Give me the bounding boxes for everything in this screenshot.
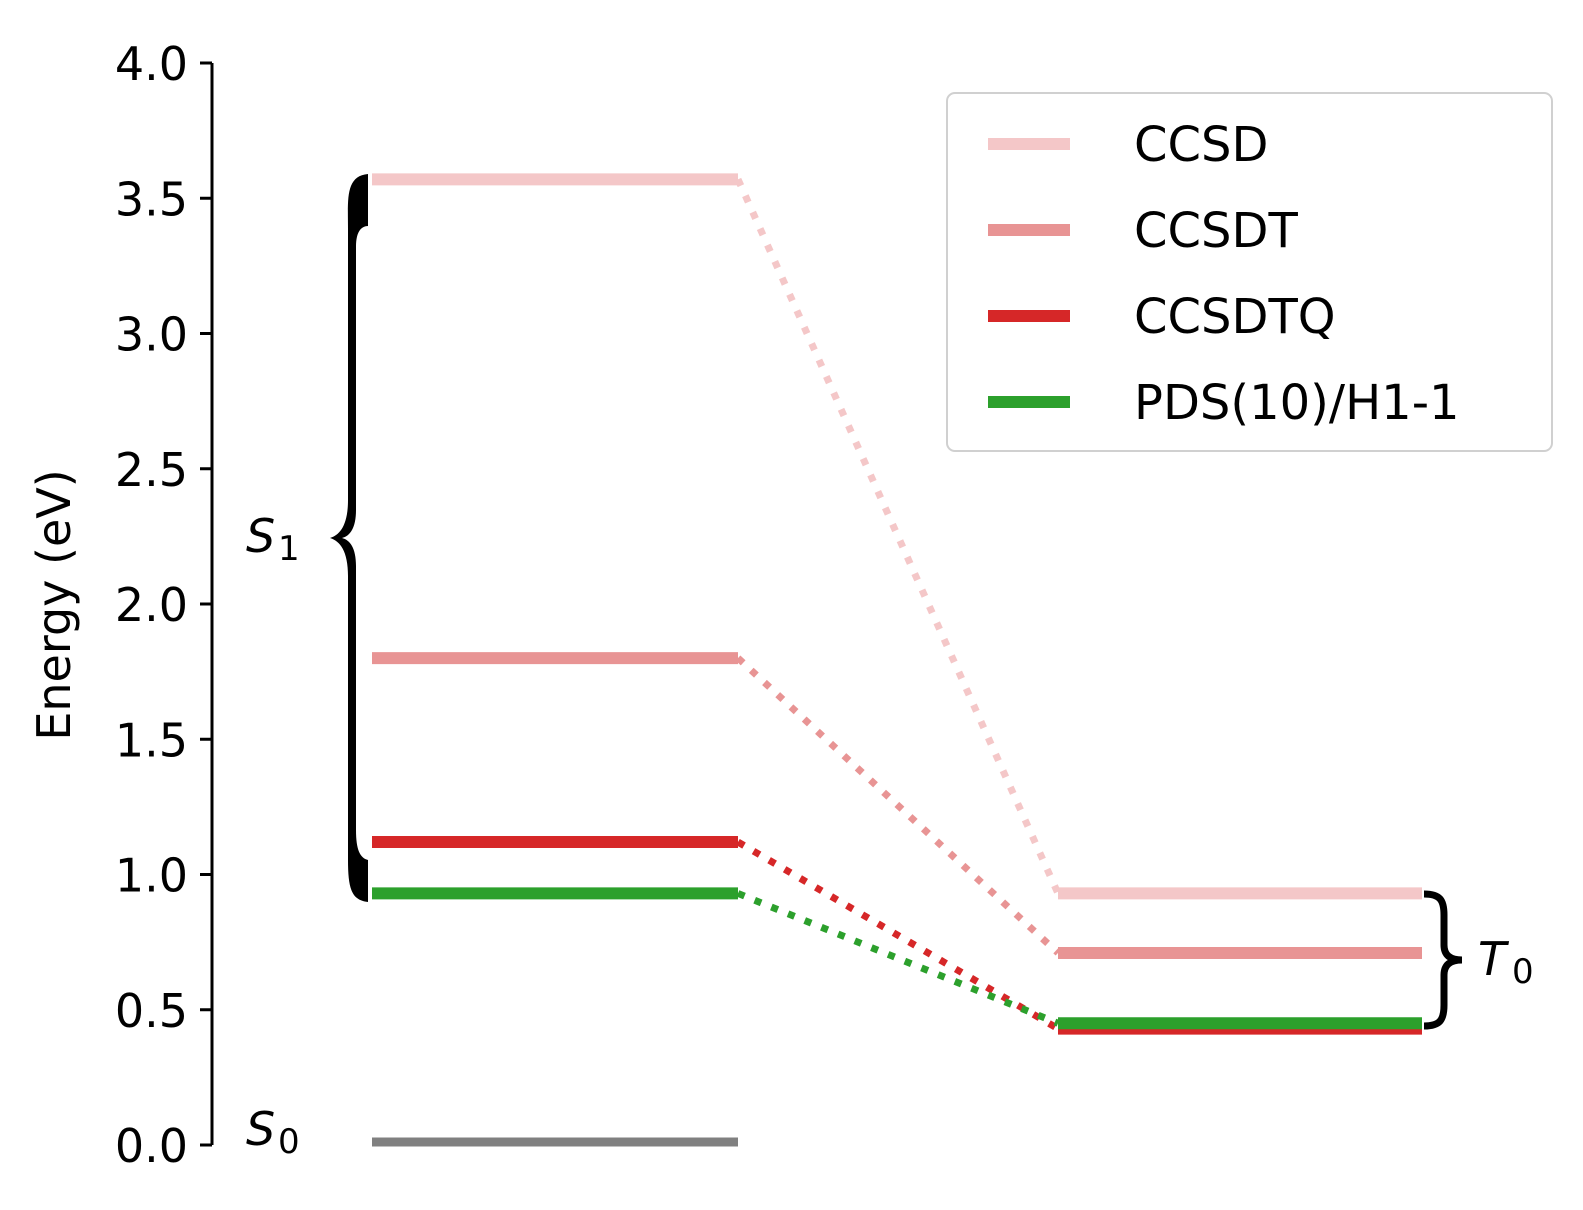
y-tick-label: 1.5 [115,713,188,767]
s1-brace [330,174,368,902]
y-tick-label: 2.0 [115,578,188,632]
ccsdtq-connector [736,839,1060,1032]
y-tick-label: 0.5 [115,984,188,1038]
legend-label: PDS(10)/H1-1 [1134,375,1460,431]
s1-label: S 1 [246,509,300,569]
braces [330,174,1463,1030]
ccsd-connector [734,177,1062,895]
y-tick-label: 1.0 [115,849,188,903]
legend-label: CCSD [1134,117,1268,173]
s0-label: S 0 [246,1102,300,1162]
legend-frame [946,92,1553,452]
y-tick-label: 3.5 [115,172,188,226]
t0-label-main: T [1478,932,1510,986]
y-tick-label: 2.5 [115,443,188,497]
pds-10-h1-1-connector [736,890,1060,1027]
s1-label-main: S [246,509,275,563]
s0-label-sub: 0 [278,1122,300,1162]
y-tick-label: 4.0 [115,37,188,91]
levels [372,173,1422,1147]
t0-label: T 0 [1478,932,1534,992]
legend: CCSD CCSDT CCSDTQ PDS(10)/H1-1 [946,92,1553,452]
y-tick-label: 0.0 [115,1119,188,1173]
legend-label: CCSDTQ [1134,289,1336,345]
s0-label-main: S [246,1102,275,1156]
ccsdt-connector [735,655,1061,956]
s1-label-sub: 1 [278,529,300,569]
t0-brace [1423,890,1463,1030]
y-tick-label: 3.0 [115,308,188,362]
y-axis: 0.0 0.5 1.0 1.5 2.0 2.5 3.0 3.5 4.0 [115,37,214,1173]
t0-label-sub: 0 [1512,952,1534,992]
y-axis-label: Energy (eV) [27,469,81,740]
legend-label: CCSDT [1134,203,1298,259]
